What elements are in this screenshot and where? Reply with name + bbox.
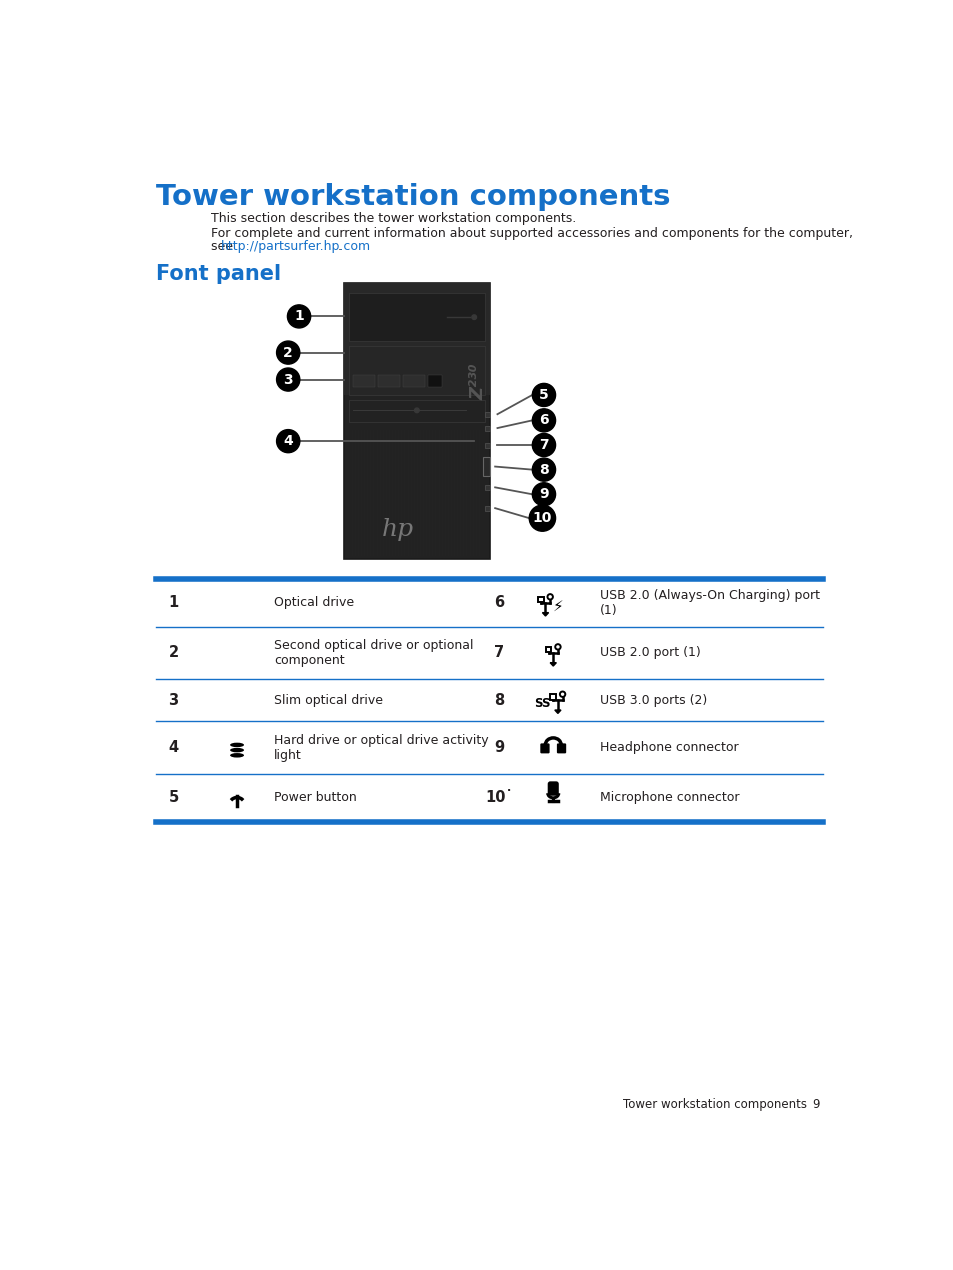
FancyBboxPatch shape xyxy=(484,470,490,475)
Circle shape xyxy=(547,594,553,599)
Text: hp: hp xyxy=(382,518,414,541)
FancyBboxPatch shape xyxy=(547,781,558,796)
Circle shape xyxy=(532,458,555,481)
Text: Microphone connector: Microphone connector xyxy=(599,791,739,804)
Text: 8: 8 xyxy=(494,692,503,707)
Circle shape xyxy=(472,315,476,320)
Text: 10: 10 xyxy=(532,511,552,526)
FancyBboxPatch shape xyxy=(484,425,490,431)
Text: USB 3.0 ports (2): USB 3.0 ports (2) xyxy=(599,693,706,707)
FancyBboxPatch shape xyxy=(348,293,484,342)
Text: Font panel: Font panel xyxy=(156,264,281,284)
Ellipse shape xyxy=(230,743,244,747)
Text: 1: 1 xyxy=(168,596,178,611)
Text: Hard drive or optical drive activity
light: Hard drive or optical drive activity lig… xyxy=(274,734,488,762)
Text: 6: 6 xyxy=(494,596,503,611)
Ellipse shape xyxy=(230,748,244,752)
Text: 6: 6 xyxy=(538,413,548,428)
Text: 9: 9 xyxy=(538,488,548,502)
Circle shape xyxy=(532,433,555,456)
Text: 7: 7 xyxy=(494,645,503,660)
Text: Second optical drive or optional
component: Second optical drive or optional compone… xyxy=(274,639,474,667)
Circle shape xyxy=(276,429,299,452)
FancyBboxPatch shape xyxy=(484,485,490,490)
Polygon shape xyxy=(542,612,548,616)
FancyBboxPatch shape xyxy=(484,443,490,448)
Text: Slim optical drive: Slim optical drive xyxy=(274,693,383,707)
Text: 3: 3 xyxy=(283,372,293,386)
Text: 10˙: 10˙ xyxy=(485,790,513,805)
FancyBboxPatch shape xyxy=(550,695,556,700)
FancyBboxPatch shape xyxy=(348,347,484,395)
Circle shape xyxy=(287,305,311,328)
Text: 7: 7 xyxy=(538,438,548,452)
Circle shape xyxy=(559,692,565,697)
Text: 2: 2 xyxy=(169,645,178,660)
FancyBboxPatch shape xyxy=(557,743,565,753)
Text: Z²³⁰: Z²³⁰ xyxy=(469,363,487,400)
FancyBboxPatch shape xyxy=(348,400,484,422)
FancyBboxPatch shape xyxy=(344,283,489,395)
Circle shape xyxy=(276,368,299,391)
FancyBboxPatch shape xyxy=(377,375,399,387)
FancyBboxPatch shape xyxy=(402,375,424,387)
Text: 4: 4 xyxy=(169,740,178,756)
Text: 3: 3 xyxy=(169,692,178,707)
Text: USB 2.0 port (1): USB 2.0 port (1) xyxy=(599,646,700,659)
Text: Headphone connector: Headphone connector xyxy=(599,742,738,754)
FancyBboxPatch shape xyxy=(427,375,441,387)
Text: http://partsurfer.hp.com: http://partsurfer.hp.com xyxy=(220,240,371,253)
Polygon shape xyxy=(555,710,560,714)
Text: Optical drive: Optical drive xyxy=(274,597,354,610)
Circle shape xyxy=(532,409,555,432)
Polygon shape xyxy=(550,663,556,665)
FancyBboxPatch shape xyxy=(484,411,490,418)
Text: For complete and current information about supported accessories and components : For complete and current information abo… xyxy=(211,227,852,240)
Circle shape xyxy=(529,505,555,531)
Text: 2: 2 xyxy=(283,345,293,359)
Text: USB 2.0 (Always-On Charging) port
(1): USB 2.0 (Always-On Charging) port (1) xyxy=(599,589,819,617)
Ellipse shape xyxy=(230,753,244,758)
Circle shape xyxy=(415,408,418,413)
Text: 1: 1 xyxy=(294,310,304,324)
FancyBboxPatch shape xyxy=(484,505,490,512)
Text: Tower workstation components: Tower workstation components xyxy=(156,183,670,211)
Text: 5: 5 xyxy=(168,790,178,805)
Circle shape xyxy=(276,342,299,364)
Circle shape xyxy=(555,644,560,649)
Text: see: see xyxy=(211,240,236,253)
Text: 5: 5 xyxy=(538,387,548,401)
Text: Power button: Power button xyxy=(274,791,356,804)
Text: 9: 9 xyxy=(812,1097,819,1111)
FancyBboxPatch shape xyxy=(539,743,549,753)
Text: Tower workstation components: Tower workstation components xyxy=(622,1097,806,1111)
Text: SS: SS xyxy=(534,697,551,710)
Circle shape xyxy=(532,483,555,505)
FancyBboxPatch shape xyxy=(482,457,490,476)
Text: .: . xyxy=(337,240,341,253)
FancyBboxPatch shape xyxy=(353,375,375,387)
Circle shape xyxy=(532,384,555,406)
Text: 9: 9 xyxy=(494,740,503,756)
FancyBboxPatch shape xyxy=(344,283,489,559)
Text: ⚡: ⚡ xyxy=(553,598,563,613)
Text: 4: 4 xyxy=(283,434,293,448)
Text: This section describes the tower workstation components.: This section describes the tower worksta… xyxy=(211,212,576,226)
Text: 8: 8 xyxy=(538,462,548,476)
FancyBboxPatch shape xyxy=(537,597,543,602)
FancyBboxPatch shape xyxy=(545,646,551,653)
